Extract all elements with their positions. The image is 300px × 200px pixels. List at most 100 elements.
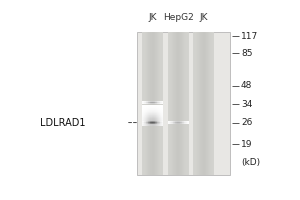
Bar — [147, 114, 148, 115]
Bar — [157, 121, 158, 122]
Bar — [142, 117, 143, 118]
Bar — [174, 32, 175, 175]
Bar — [152, 109, 153, 110]
Bar — [142, 125, 143, 126]
Bar — [145, 107, 146, 108]
Bar — [155, 124, 156, 125]
Bar — [154, 116, 155, 117]
Bar — [149, 119, 151, 120]
Bar — [156, 120, 157, 121]
Bar — [151, 116, 152, 117]
Bar — [153, 124, 154, 125]
Text: 26: 26 — [241, 118, 252, 127]
Bar — [143, 115, 144, 116]
Bar — [151, 120, 152, 121]
Bar — [159, 124, 160, 125]
Bar — [159, 120, 160, 121]
Bar — [145, 110, 146, 111]
Bar — [155, 117, 156, 118]
Bar — [162, 108, 163, 109]
Bar — [161, 120, 162, 121]
Bar — [152, 113, 153, 115]
Bar — [146, 125, 147, 126]
Bar — [154, 124, 155, 125]
Bar — [149, 118, 151, 120]
Bar — [143, 112, 144, 113]
Bar — [147, 115, 148, 116]
Bar — [153, 118, 154, 119]
Bar — [157, 118, 158, 119]
Bar — [157, 115, 158, 116]
Bar — [151, 107, 152, 108]
Bar — [142, 122, 143, 123]
Bar — [144, 120, 145, 121]
Bar — [160, 121, 161, 122]
Bar — [160, 120, 161, 121]
Bar — [146, 113, 147, 114]
Bar — [161, 120, 162, 121]
Bar — [149, 114, 151, 115]
Bar — [162, 123, 163, 124]
Bar — [147, 124, 148, 125]
Bar — [145, 115, 146, 116]
Bar — [178, 32, 179, 175]
Bar — [160, 107, 161, 108]
Bar — [146, 115, 147, 116]
Bar — [157, 107, 158, 108]
Bar — [143, 124, 144, 125]
Bar — [160, 112, 161, 113]
Bar — [142, 115, 143, 116]
Bar — [152, 113, 153, 114]
Bar — [144, 108, 145, 109]
Bar — [148, 118, 149, 119]
Bar — [153, 107, 154, 108]
Bar — [145, 112, 146, 113]
Text: 19: 19 — [241, 140, 252, 149]
Bar — [145, 107, 146, 108]
Bar — [162, 120, 163, 121]
Bar — [154, 110, 155, 111]
Bar — [145, 106, 146, 107]
Bar — [145, 119, 146, 120]
Bar — [142, 114, 143, 115]
Bar — [152, 122, 153, 123]
Bar — [154, 123, 155, 124]
Bar — [156, 110, 157, 111]
Bar — [145, 106, 146, 107]
Bar — [146, 120, 147, 121]
Bar — [144, 108, 145, 109]
Bar — [142, 114, 143, 115]
Bar — [151, 32, 152, 175]
Bar — [157, 107, 158, 108]
Bar — [160, 105, 161, 106]
Bar — [158, 110, 159, 111]
Bar — [146, 115, 147, 116]
Bar — [152, 105, 153, 106]
Bar — [162, 107, 163, 108]
Bar — [157, 120, 158, 121]
Bar — [157, 119, 158, 120]
Bar — [156, 118, 157, 120]
Bar — [156, 124, 157, 125]
Bar — [160, 108, 161, 109]
Bar — [160, 122, 161, 123]
Bar — [161, 115, 162, 116]
Bar — [156, 113, 157, 114]
Bar — [147, 108, 148, 109]
Bar — [143, 119, 144, 120]
Bar — [143, 114, 144, 115]
Bar — [155, 105, 156, 106]
Bar — [152, 109, 153, 110]
Text: HepG2: HepG2 — [163, 13, 194, 22]
Bar — [147, 125, 148, 126]
Bar — [149, 113, 151, 114]
Bar — [151, 116, 152, 117]
Bar — [146, 106, 147, 107]
Bar — [160, 125, 161, 126]
Bar — [143, 124, 144, 125]
Bar — [154, 116, 155, 117]
Bar — [142, 120, 143, 121]
Bar — [161, 107, 162, 108]
Bar — [162, 113, 163, 114]
Bar — [146, 105, 147, 106]
